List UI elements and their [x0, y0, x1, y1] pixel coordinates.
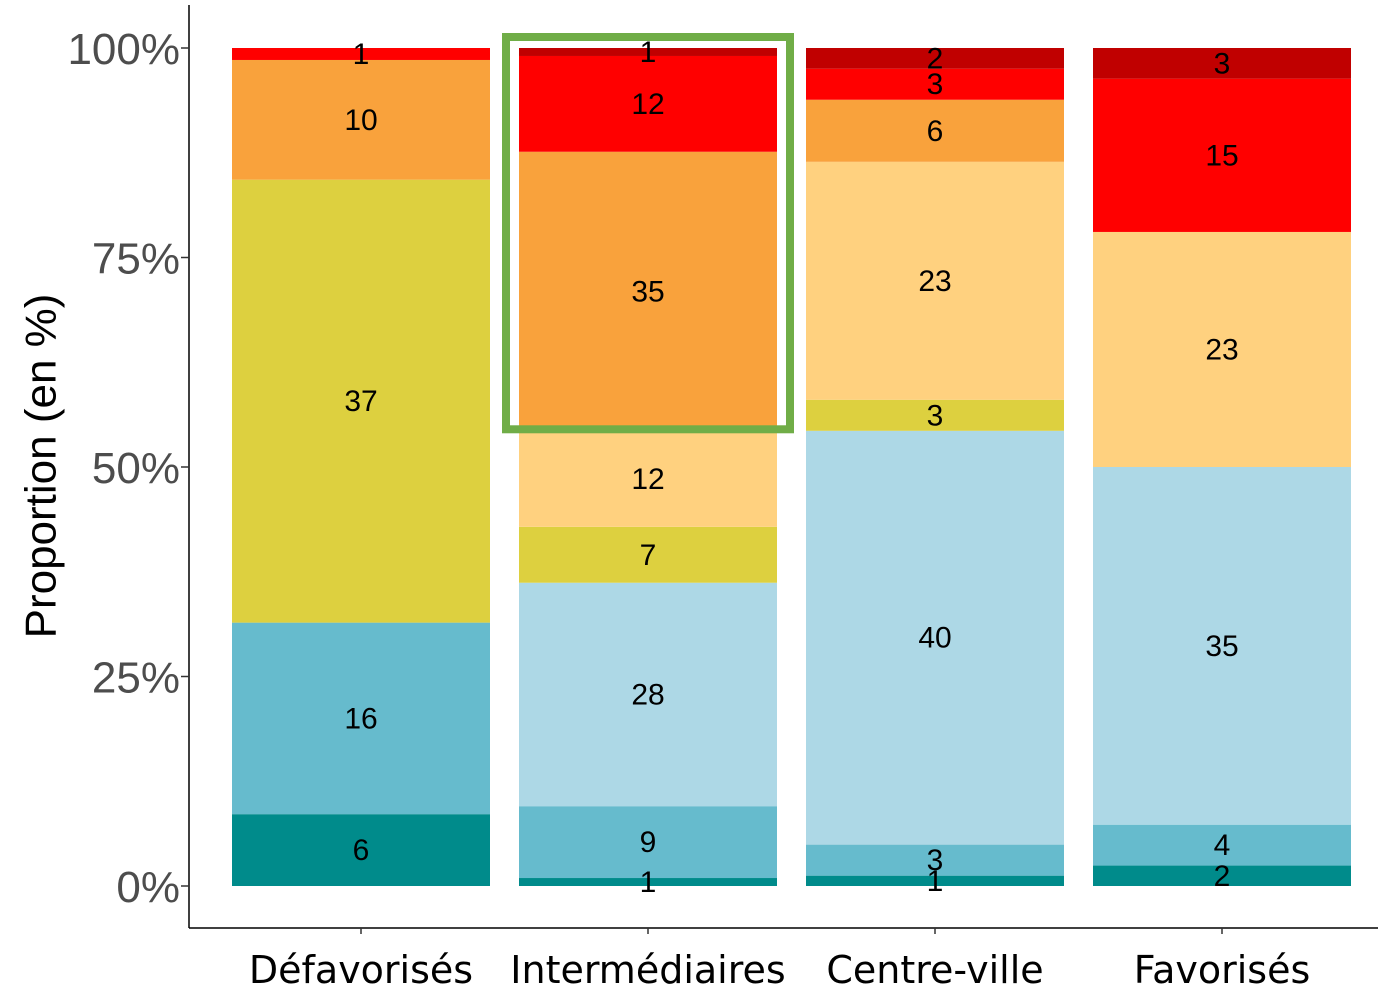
bar-segment [232, 59, 490, 180]
bar-segment [519, 526, 777, 583]
segment-value-label: 1 [640, 36, 657, 69]
segment-value-label: 1 [640, 866, 657, 899]
y-axis-title: Proportion (en %) [17, 294, 66, 639]
bar-segment [232, 622, 490, 815]
x-ticks-layer: Défavorisés Intermédiaires Centre-ville Fav… [249, 928, 1310, 988]
highlight-box [502, 33, 794, 434]
y-tick-label: 100% [67, 25, 180, 74]
segment-value-label: 10 [344, 104, 377, 137]
segment-value-label: 23 [918, 265, 951, 298]
bar-segment [806, 99, 1064, 162]
segment-value-label: 2 [1214, 860, 1231, 893]
bar-segment [1093, 865, 1351, 886]
bar-segment [1093, 48, 1351, 79]
segment-value-label: 7 [640, 539, 657, 572]
bars-layer [232, 48, 1351, 886]
segment-value-label: 9 [640, 826, 657, 859]
bar-segment [806, 844, 1064, 876]
y-tick-label: 50% [92, 444, 180, 493]
bar-segment [232, 48, 490, 60]
segment-value-label: 23 [1205, 333, 1238, 366]
segment-value-label: 12 [631, 463, 664, 496]
segment-value-label: 1 [927, 865, 944, 898]
bar-segment [1093, 231, 1351, 467]
segment-value-label: 3 [927, 399, 944, 432]
bar-segment [232, 814, 490, 886]
bar-segment [806, 399, 1064, 431]
x-tick-label: Défavorisés [249, 948, 473, 988]
x-tick-label: Centre-ville [826, 948, 1043, 988]
segment-value-label: 16 [344, 702, 377, 735]
segment-value-label: 37 [344, 385, 377, 418]
segment-value-label: 40 [918, 622, 951, 655]
bar-segment [1093, 78, 1351, 232]
segment-value-label: 35 [1205, 630, 1238, 663]
bar-segment [519, 582, 777, 807]
bar-segment [806, 875, 1064, 886]
segment-value-label: 1 [353, 38, 370, 71]
bar-segment [519, 806, 777, 879]
bar-segment [806, 161, 1064, 400]
bar-segment [806, 68, 1064, 100]
x-tick-label: Intermédiaires [510, 948, 785, 988]
x-tick-label: Favorisés [1134, 948, 1311, 988]
segment-value-label: 12 [631, 88, 664, 121]
bar-segment [519, 151, 777, 432]
bar-segment [1093, 824, 1351, 866]
segment-value-label: 6 [927, 115, 944, 148]
highlight-layer [502, 33, 794, 434]
bar-segment [806, 48, 1064, 69]
segment-value-label: 28 [631, 678, 664, 711]
segment-value-label: 15 [1205, 139, 1238, 172]
bar-segment [519, 55, 777, 152]
segment-value-label: 35 [631, 275, 664, 308]
y-tick-label: 0% [116, 863, 180, 912]
bar-segment [519, 878, 777, 886]
y-tick-label: 25% [92, 654, 180, 703]
segment-value-label: 4 [1214, 829, 1231, 862]
bar-segment [806, 430, 1064, 845]
segment-value-label: 3 [927, 68, 944, 101]
segment-value-label: 3 [927, 844, 944, 877]
bar-segment [519, 431, 777, 527]
y-ticks-layer: 0% 25% 50% 75% 100% [67, 25, 189, 912]
segment-value-label: 6 [353, 834, 370, 867]
y-tick-label: 75% [92, 235, 180, 284]
bar-segment [1093, 467, 1351, 825]
bar-segment [519, 48, 777, 56]
segment-value-label: 2 [927, 42, 944, 75]
segment-value-label: 3 [1214, 47, 1231, 80]
bar-segment [232, 179, 490, 623]
